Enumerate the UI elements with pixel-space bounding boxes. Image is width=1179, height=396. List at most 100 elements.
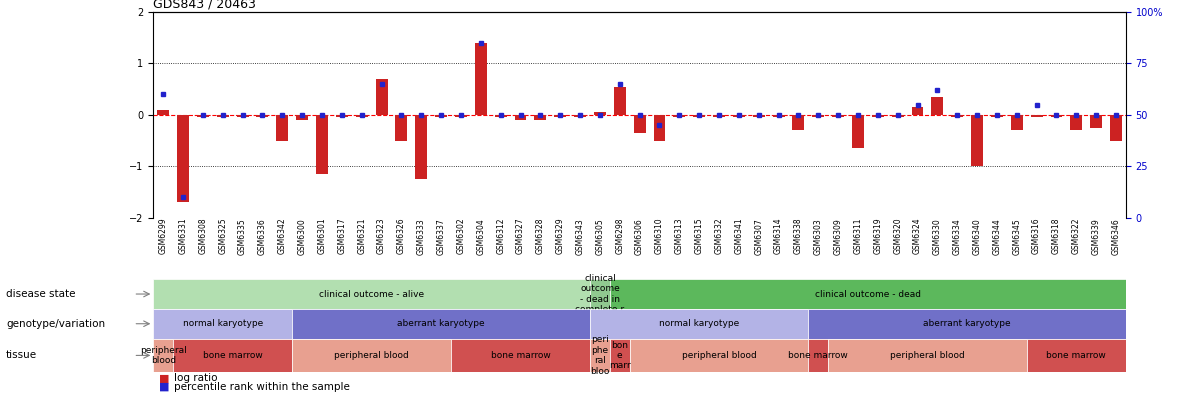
Bar [693,115,705,117]
Text: clinical outcome - alive: clinical outcome - alive [320,289,424,299]
Text: GSM6333: GSM6333 [416,218,426,255]
Bar [1091,115,1102,128]
Text: GDS843 / 20463: GDS843 / 20463 [153,0,256,11]
Bar [237,115,249,117]
Bar [673,115,685,117]
Bar [951,115,963,117]
Bar [590,339,610,372]
Text: GSM6335: GSM6335 [238,218,248,255]
Bar [812,115,824,117]
Bar [157,110,169,115]
Text: bone marrow: bone marrow [203,351,263,360]
Bar [395,115,408,141]
Text: GSM6322: GSM6322 [1072,218,1081,254]
Bar [871,115,884,117]
Bar [809,309,1126,339]
Bar [336,115,348,117]
Text: peripheral blood: peripheral blood [681,351,757,360]
Text: GSM6327: GSM6327 [516,218,525,254]
Text: GSM6324: GSM6324 [913,218,922,254]
Text: GSM6330: GSM6330 [933,218,942,255]
Bar [257,115,269,117]
Bar [971,115,983,166]
Text: GSM6340: GSM6340 [973,218,982,255]
Text: bon
e
marr: bon e marr [608,341,631,370]
Text: clinical outcome - dead: clinical outcome - dead [815,289,921,299]
Text: GSM6343: GSM6343 [575,218,585,255]
Text: GSM6311: GSM6311 [854,218,863,254]
Bar [772,115,784,117]
Bar [610,279,1126,309]
Text: log ratio: log ratio [174,373,218,383]
Bar [316,115,328,174]
Text: GSM6331: GSM6331 [178,218,187,254]
Bar [590,309,809,339]
Text: GSM6309: GSM6309 [834,218,843,255]
Text: GSM6339: GSM6339 [1092,218,1101,255]
Bar [435,115,447,117]
Bar [911,107,923,115]
Bar [475,43,487,115]
Text: GSM6342: GSM6342 [278,218,286,254]
Text: normal karyotype: normal karyotype [183,319,263,328]
Bar [534,115,546,120]
Text: GSM6299: GSM6299 [159,218,167,254]
Bar [452,339,590,372]
Bar [633,115,646,133]
Bar [356,115,368,117]
Bar [153,309,292,339]
Text: GSM6304: GSM6304 [476,218,486,255]
Text: GSM6313: GSM6313 [674,218,684,254]
Text: GSM6328: GSM6328 [535,218,545,254]
Bar [177,115,189,202]
Text: GSM6316: GSM6316 [1032,218,1041,254]
Text: GSM6332: GSM6332 [714,218,724,254]
Text: GSM6321: GSM6321 [357,218,367,254]
Text: normal karyotype: normal karyotype [659,319,739,328]
Text: GSM6298: GSM6298 [615,218,624,254]
Text: peri
phe
ral
bloo: peri phe ral bloo [591,335,610,375]
Text: GSM6344: GSM6344 [993,218,1001,255]
Text: GSM6319: GSM6319 [874,218,882,254]
Text: GSM6338: GSM6338 [793,218,803,254]
Bar [217,115,229,117]
Text: GSM6315: GSM6315 [694,218,704,254]
Bar [153,279,590,309]
Text: GSM6325: GSM6325 [218,218,228,254]
Bar [495,115,507,117]
Text: peripheral
blood: peripheral blood [140,346,186,365]
Text: GSM6329: GSM6329 [555,218,565,254]
Text: tissue: tissue [6,350,37,360]
Text: GSM6305: GSM6305 [595,218,605,255]
Bar [809,339,828,372]
Text: GSM6317: GSM6317 [337,218,347,254]
Bar [1030,115,1042,117]
Bar [554,115,566,117]
Bar [173,339,292,372]
Text: bone marrow: bone marrow [490,351,551,360]
Bar [614,86,626,115]
Bar [1071,115,1082,130]
Text: GSM6345: GSM6345 [1013,218,1021,255]
Text: percentile rank within the sample: percentile rank within the sample [174,382,350,392]
Bar [153,339,173,372]
Bar [276,115,288,141]
Text: GSM6300: GSM6300 [297,218,307,255]
Text: GSM6326: GSM6326 [397,218,406,254]
Text: ■: ■ [159,382,170,392]
Text: GSM6314: GSM6314 [775,218,783,254]
Text: clinical
outcome
- dead in
complete r: clinical outcome - dead in complete r [575,274,625,314]
Bar [292,339,452,372]
Text: GSM6312: GSM6312 [496,218,505,254]
Text: bone marrow: bone marrow [789,351,848,360]
Text: aberrant karyotype: aberrant karyotype [397,319,485,328]
Bar [197,115,209,117]
Text: GSM6320: GSM6320 [894,218,902,254]
Text: aberrant karyotype: aberrant karyotype [923,319,1010,328]
Bar [1027,339,1126,372]
Bar [752,115,765,117]
Text: GSM6302: GSM6302 [456,218,466,254]
Text: bone marrow: bone marrow [1047,351,1106,360]
Text: genotype/variation: genotype/variation [6,319,105,329]
Bar [852,115,864,148]
